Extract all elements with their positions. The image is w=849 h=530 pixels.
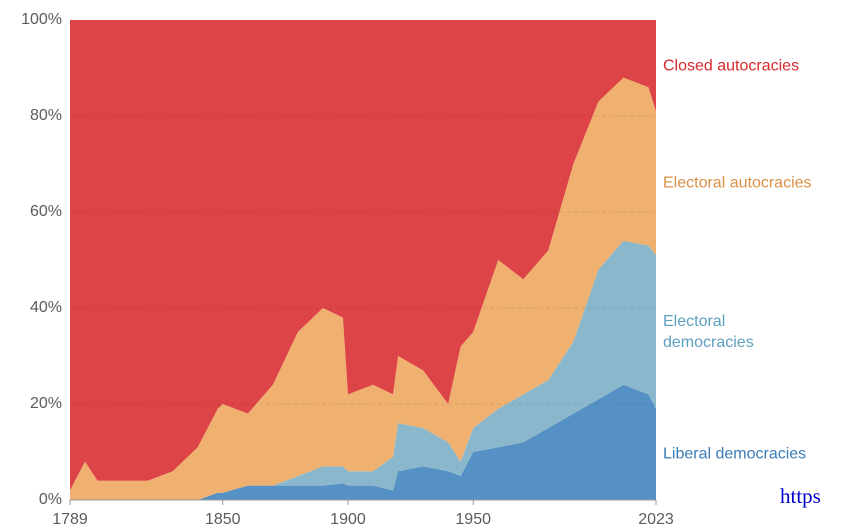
y-tick-label: 100% (21, 11, 62, 28)
y-tick-label: 40% (30, 299, 62, 316)
y-tick-label: 80% (30, 107, 62, 124)
series-label: Closed autocracies (663, 57, 800, 75)
y-tick-label: 60% (30, 203, 62, 220)
area (70, 20, 656, 491)
area (70, 77, 656, 500)
series-label: Electoral democracies (663, 313, 754, 351)
x-tick-label: 1850 (205, 511, 241, 528)
x-tick-label: 1950 (455, 511, 491, 528)
series-label: Liberal democracies (663, 445, 807, 463)
area (70, 240, 656, 501)
y-tick-label: 20% (30, 395, 62, 412)
x-tick-label: 2023 (638, 511, 674, 528)
series-label: Electoral autocracies (663, 174, 812, 192)
x-tick-label: 1900 (330, 511, 366, 528)
area (70, 384, 656, 500)
x-tick-label: 1789 (52, 511, 88, 528)
y-tick-label: 0% (39, 491, 62, 508)
url-text: https (780, 484, 821, 508)
